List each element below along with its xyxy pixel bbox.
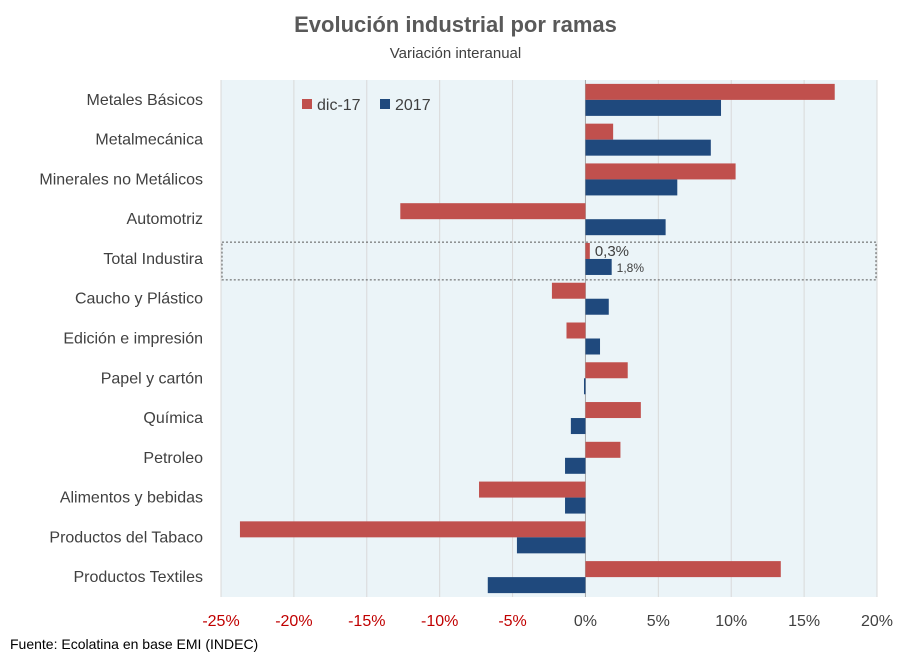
plot-area	[221, 80, 877, 597]
bar-dic-17	[585, 83, 835, 100]
x-tick-label: 10%	[715, 613, 747, 630]
bar-dic-17	[585, 402, 641, 419]
category-label: Automotriz	[127, 211, 203, 228]
x-tick-label: -15%	[348, 613, 385, 630]
bar-2017	[585, 258, 612, 275]
bar-2017	[565, 457, 586, 474]
category-label: Química	[143, 410, 203, 427]
data-label: 0,3%	[595, 243, 629, 260]
x-tick-label: 20%	[861, 613, 893, 630]
bar-dic-17	[585, 242, 590, 259]
legend-label: dic-17	[317, 97, 361, 114]
bar-dic-17	[585, 123, 614, 140]
bar-dic-17	[585, 362, 628, 379]
x-tick-label: 5%	[647, 613, 670, 630]
bar-dic-17	[585, 441, 621, 458]
data-label: 1,8%	[617, 261, 645, 275]
bar-2017	[585, 298, 609, 315]
category-label: Metalmecánica	[95, 132, 203, 149]
bar-dic-17	[400, 203, 586, 220]
bar-dic-17	[585, 561, 781, 578]
category-label: Productos Textiles	[73, 569, 203, 586]
total-highlight-box	[221, 241, 877, 281]
bar-dic-17	[585, 163, 736, 180]
x-tick-label: -25%	[202, 613, 239, 630]
bar-2017	[585, 99, 722, 116]
category-label: Alimentos y bebidas	[60, 490, 203, 507]
category-label: Papel y cartón	[101, 370, 203, 387]
chart-title: Evolución industrial por ramas	[294, 12, 617, 37]
chart-subtitle: Variación interanual	[389, 45, 522, 62]
category-label: Minerales no Metálicos	[39, 171, 203, 188]
bar-dic-17	[239, 521, 586, 538]
legend-label: 2017	[395, 97, 431, 114]
category-label: Metales Básicos	[87, 92, 204, 109]
bar-2017	[585, 338, 601, 355]
x-tick-label: 0%	[574, 613, 597, 630]
bar-2017	[585, 179, 678, 196]
bar-dic-17	[551, 282, 586, 299]
source-note: Fuente: Ecolatina en base EMI (INDEC)	[10, 636, 259, 652]
bar-2017	[583, 378, 586, 395]
bar-2017	[487, 577, 586, 594]
x-tick-label: -10%	[421, 613, 458, 630]
x-tick-label: -20%	[275, 613, 312, 630]
bar-2017	[565, 497, 586, 514]
bar-dic-17	[479, 481, 586, 498]
bar-2017	[570, 418, 586, 435]
category-label: Petroleo	[143, 450, 203, 467]
x-tick-label: 15%	[788, 613, 820, 630]
bar-2017	[585, 139, 711, 156]
bar-dic-17	[566, 322, 586, 339]
legend-swatch	[380, 99, 390, 109]
bar-2017	[585, 219, 666, 236]
bar-2017	[516, 537, 586, 554]
category-label: Total Industira	[103, 251, 203, 268]
legend-swatch	[302, 99, 312, 109]
x-tick-label: -5%	[498, 613, 526, 630]
category-label: Caucho y Plástico	[75, 291, 203, 308]
category-label: Edición e impresión	[63, 331, 203, 348]
category-label: Productos del Tabaco	[49, 529, 203, 546]
